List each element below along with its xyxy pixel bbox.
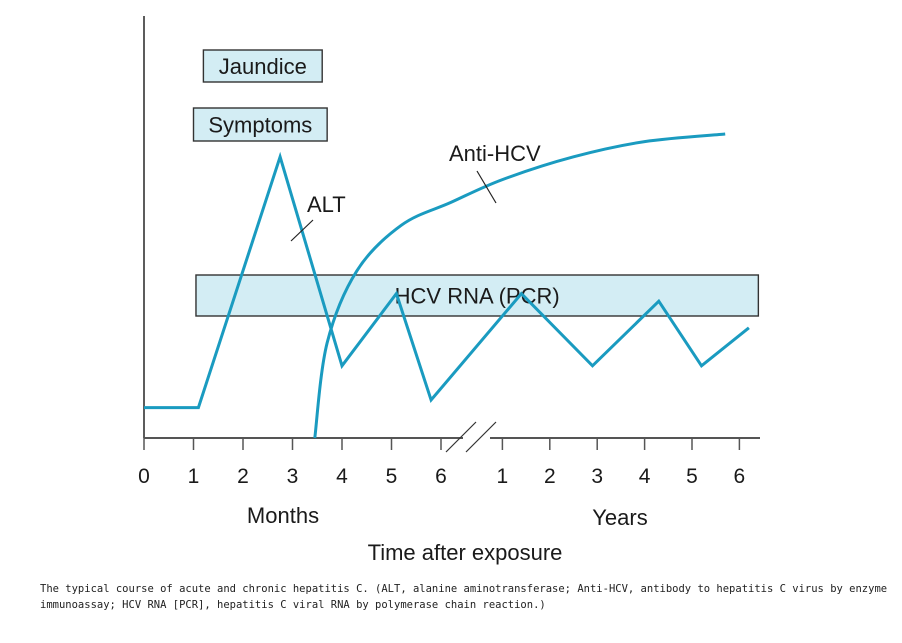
hepatitis-c-course-chart: 0 1 2 3 4 5 6 1 2 3 4 5 6 Jaundice Symptoms HCV RNA (P… (138, 16, 760, 565)
x-tick-label: 4 (336, 465, 348, 488)
bar-symptoms (192, 107, 328, 142)
anti-hcv-leader-line (476, 170, 497, 204)
axes (143, 16, 760, 453)
anti-hcv-annotation: Anti-HCV (449, 141, 541, 166)
years-axis-label: Years (592, 505, 647, 530)
x-tick-label: 2 (237, 465, 249, 488)
status-bars: Jaundice Symptoms HCV RNA (PCR) (192, 49, 760, 317)
alt-series-line (144, 151, 750, 410)
x-tick-label: 0 (138, 465, 150, 488)
x-tick-label: 3 (591, 465, 603, 488)
x-axis-title: Time after exposure (368, 540, 563, 565)
x-tick-label: 6 (435, 465, 447, 488)
x-tick-label: 4 (639, 465, 651, 488)
x-tick-label: 1 (497, 465, 509, 488)
curves (144, 132, 750, 439)
bar-label: Symptoms (208, 113, 312, 138)
axis-break-mark (465, 421, 497, 453)
alt-leader-line (290, 219, 314, 242)
x-tick-label: 1 (188, 465, 200, 488)
x-tick-label: 3 (287, 465, 299, 488)
x-tick-label: 6 (734, 465, 746, 488)
axis-break-mark (445, 421, 477, 453)
x-tick-label: 2 (544, 465, 556, 488)
figure-caption: The typical course of acute and chronic … (40, 583, 888, 611)
tick-labels: 0 1 2 3 4 5 6 1 2 3 4 5 6 (138, 438, 745, 488)
alt-annotation: ALT (307, 192, 346, 217)
bar-jaundice (202, 49, 323, 83)
months-axis-label: Months (247, 503, 319, 528)
anti-hcv-series-line (313, 132, 726, 439)
x-tick-label: 5 (686, 465, 698, 488)
annotations: ALT Anti-HCV (290, 141, 541, 242)
x-tick-label: 5 (386, 465, 398, 488)
bar-label: HCV RNA (PCR) (395, 284, 560, 309)
bar-label: Jaundice (219, 54, 307, 79)
